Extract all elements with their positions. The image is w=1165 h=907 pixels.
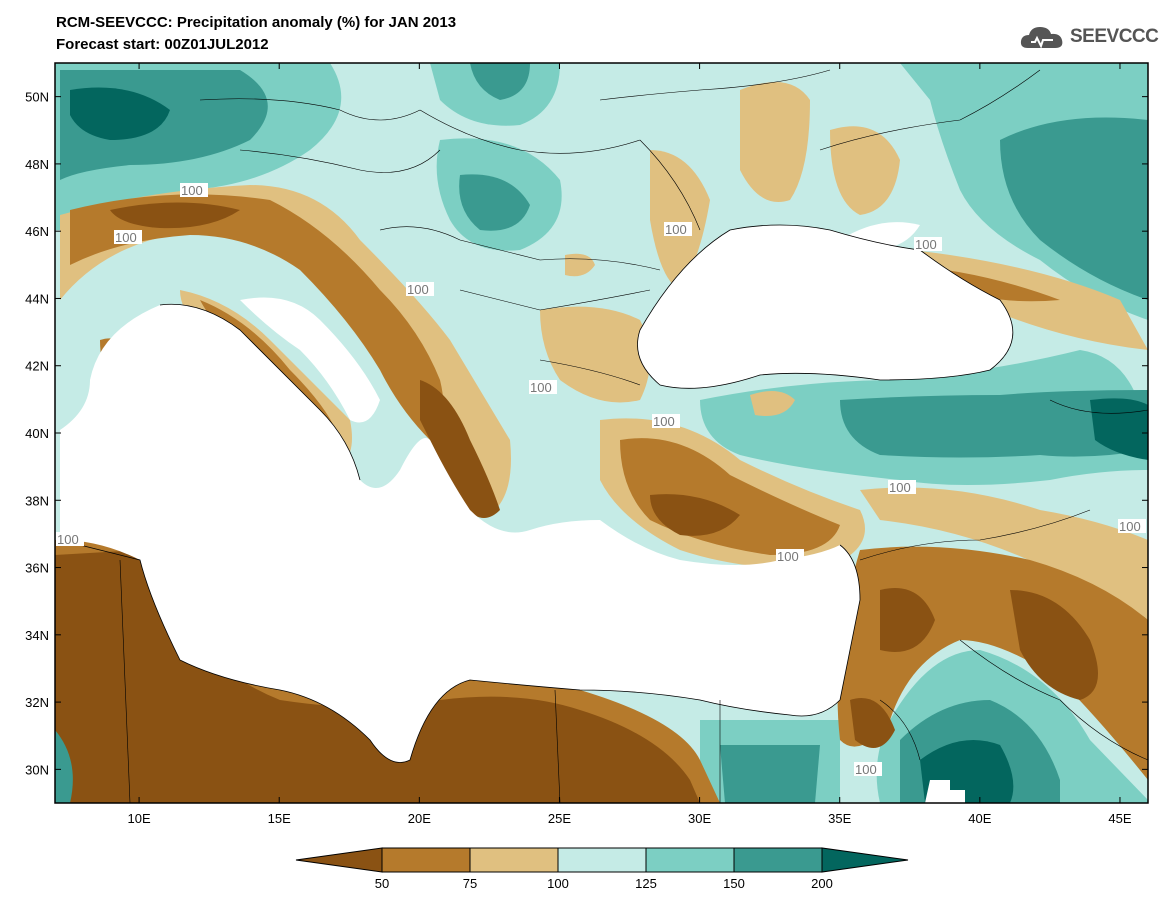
lon-tick-label: 20E (408, 811, 431, 826)
latitude-axis: 50N 48N 46N 44N 42N 40N 38N 36N 34N 32N 30N (25, 90, 1148, 777)
lat-tick-label: 40N (25, 426, 49, 441)
contour-label-box (529, 380, 557, 394)
wet-core-caucasus (1090, 398, 1148, 460)
lat-tick-label: 50N (25, 90, 49, 105)
dry-core-turkey-south (650, 494, 740, 536)
wet-core-hungary (459, 174, 530, 231)
contour-label: 100 (889, 480, 911, 495)
legend-threshold-label: 75 (463, 876, 477, 891)
wet-spot-algeria (55, 730, 73, 803)
lon-tick-label: 15E (268, 811, 291, 826)
wet-core-poland (470, 63, 530, 100)
dry-zone-bulgaria (540, 306, 650, 403)
wet-core-germany (70, 87, 170, 140)
lat-tick-label: 48N (25, 157, 49, 172)
dry-core-jordan (850, 698, 895, 748)
lon-tick-label: 45E (1108, 811, 1131, 826)
lat-tick-label: 38N (25, 493, 49, 508)
contour-label-box (1118, 519, 1146, 533)
legend-swatch (381, 847, 471, 873)
legend-arrow-high (821, 847, 909, 873)
contour-label: 100 (530, 380, 552, 395)
dry-core-iraq (1010, 590, 1098, 700)
map-title: RCM-SEEVCCC: Precipitation anomaly (%) f… (56, 14, 457, 31)
dry-core-lebanon (880, 588, 935, 652)
contour-label: 100 (115, 230, 137, 245)
contour-label: 100 (855, 762, 877, 777)
lat-tick-label: 36N (25, 561, 49, 576)
mediterranean-sea (60, 304, 860, 763)
legend-threshold-label: 200 (811, 876, 833, 891)
dry-zone-ukraine-west (740, 82, 810, 202)
lon-tick-label: 40E (968, 811, 991, 826)
lat-tick-label: 30N (25, 762, 49, 777)
wet-core-anatolia (840, 390, 1148, 458)
legend-threshold-label: 100 (547, 876, 569, 891)
lat-tick-label: 32N (25, 695, 49, 710)
lat-tick-label: 42N (25, 359, 49, 374)
contour-labels: 100 100 100 100 100 100 100 100 100 100 … (56, 183, 1146, 777)
lat-tick-label: 34N (25, 628, 49, 643)
forecast-start-label: Forecast start: 00Z01JUL2012 (56, 36, 269, 53)
color-legend: 50 75 100 125 150 200 (295, 847, 909, 891)
country-borders (119, 69, 1148, 803)
seevccc-logo: SEEVCCC (1018, 22, 1159, 52)
lon-tick-label: 10E (128, 811, 151, 826)
dry-band-alps (70, 194, 444, 440)
contour-label: 100 (57, 532, 79, 547)
dry-core-greece (420, 380, 500, 518)
coastline-black-sea (637, 224, 1014, 389)
contour-label: 100 (407, 282, 429, 297)
black-sea (637, 225, 1013, 389)
legend-threshold-label: 50 (375, 876, 389, 891)
contour-label: 100 (181, 183, 203, 198)
logo-text: SEEVCCC (1070, 26, 1159, 47)
lat-tick-label: 46N (25, 224, 49, 239)
contour-label: 100 (1119, 519, 1141, 534)
dry-core-north-africa (55, 550, 700, 803)
contour-label-box (776, 549, 804, 563)
contour-label: 100 (653, 414, 675, 429)
coastline-italy-west (159, 303, 361, 481)
dry-spot-anatolia (750, 391, 795, 416)
contour-label-box (664, 222, 692, 236)
legend-threshold-label: 150 (723, 876, 745, 891)
legend-threshold-label: 125 (635, 876, 657, 891)
contour-label: 100 (915, 237, 937, 252)
dry-zone-ukraine-east (830, 126, 900, 215)
dry-zone-syria-iraq (860, 487, 1148, 640)
wet-core-red-sea (720, 745, 820, 803)
adriatic-sea (240, 297, 380, 423)
lon-tick-label: 35E (828, 811, 851, 826)
contour-label: 100 (777, 549, 799, 564)
wet-core-russia (1000, 117, 1148, 300)
contour-label-box (180, 183, 208, 197)
longitude-axis: 10E 15E 20E 25E 30E 35E 40E 45E (128, 63, 1132, 826)
dry-core-alps (110, 202, 240, 229)
legend-swatch (469, 847, 559, 873)
legend-swatch (733, 847, 823, 873)
legend-swatch (645, 847, 735, 873)
contour-label-box (854, 762, 882, 776)
anomaly-field: 100 100 100 100 100 100 100 100 100 100 … (55, 63, 1148, 803)
cloud-icon (1020, 27, 1063, 49)
dry-zone-moldova (650, 150, 710, 290)
contour-label-box (652, 414, 680, 428)
contour-label-box (914, 237, 942, 251)
coastline-levant (839, 544, 861, 701)
lon-tick-label: 30E (688, 811, 711, 826)
contour-label-box (114, 230, 142, 244)
coastline-north-africa (59, 539, 841, 763)
legend-arrow-low (295, 847, 383, 873)
contour-label: 100 (665, 222, 687, 237)
contour-label-box (406, 282, 434, 296)
missing-data-patch (925, 780, 965, 803)
legend-swatch (557, 847, 647, 873)
lon-tick-label: 25E (548, 811, 571, 826)
contour-label-box (888, 480, 916, 494)
contour-label-box (56, 532, 84, 546)
sea-of-azov (840, 222, 920, 250)
lat-tick-label: 44N (25, 291, 49, 306)
